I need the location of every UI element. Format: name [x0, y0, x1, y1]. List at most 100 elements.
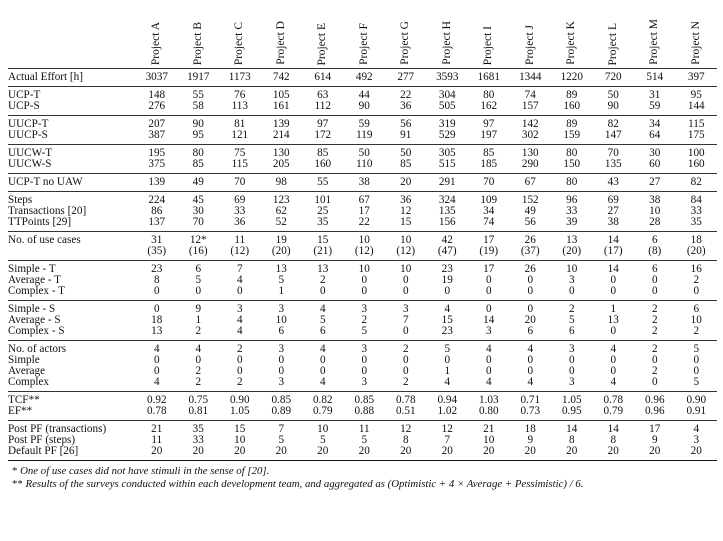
cell-value: 2 [361, 314, 368, 326]
cell-value: 0 [444, 354, 451, 366]
cell-value: 6 [260, 326, 302, 341]
cell-value: 15 [317, 234, 329, 246]
cell-value: 302 [509, 130, 551, 145]
project-name: Project H [440, 21, 453, 65]
cell-value: 0 [610, 274, 617, 286]
cell-value: 10 [358, 234, 370, 246]
project-name: Project D [274, 21, 287, 65]
cell-value: 74 [524, 89, 536, 101]
cell-value: 121 [219, 130, 261, 145]
table-row: Simple - T 23 6 7 13 13 10 10 23 17 26 10 14 6 16 [8, 261, 717, 276]
cell-value: 142 [521, 118, 539, 130]
cell-value: 6 [651, 234, 658, 246]
cell-value: 20 [343, 446, 385, 461]
cell-value: 69 [234, 194, 246, 206]
cell-value: 0 [485, 354, 492, 366]
cell-value: 35 [675, 217, 717, 232]
cell-value: 20 [219, 446, 261, 461]
cell-value: 0 [153, 303, 160, 315]
cell-value: 1 [610, 303, 617, 315]
cell-value: 3 [402, 303, 409, 315]
cell-value: 98 [260, 173, 302, 192]
cell-value: (12) [385, 246, 427, 261]
table-row: UUCP-S 387 95 121 214 172 119 91 529 197 302 159 147… [8, 130, 717, 145]
table-row: UCP-T 148 55 76 105 63 44 22 304 80 74 89 50 31 95 [8, 87, 717, 102]
column-header: Project A [136, 6, 178, 69]
cell-value: 19 [275, 234, 287, 246]
cell-value: 0 [509, 286, 551, 301]
cell-value: 0.94 [437, 394, 458, 406]
cell-value: 207 [148, 118, 166, 130]
cell-value: 6 [693, 303, 700, 315]
footnotes: * One of use cases did not have stimuli … [8, 465, 717, 491]
cell-value: 39 [551, 217, 593, 232]
cell-value: 14 [607, 423, 619, 435]
cell-value: (21) [302, 246, 344, 261]
cell-value: 1220 [551, 68, 593, 87]
column-header: Project D [260, 6, 302, 69]
cell-value: 0 [610, 365, 617, 377]
cell-value: 89 [566, 89, 578, 101]
column-header: Project I [468, 6, 510, 69]
cell-value: 1 [444, 365, 451, 377]
footnote-mark: * [12, 465, 18, 477]
cell-value: 7 [402, 314, 409, 326]
cell-value: 10 [275, 314, 287, 326]
cell-value: 27 [634, 173, 676, 192]
cell-value: 0 [468, 286, 510, 301]
project-name: Project G [399, 21, 412, 65]
cell-value: 12 [400, 205, 412, 217]
cell-value: 80 [192, 147, 204, 159]
row-label: UUCW-S [8, 159, 136, 174]
row-label: Actual Effort [h] [8, 68, 136, 87]
cell-value: 62 [275, 205, 287, 217]
row-label: UCP-T no UAW [8, 173, 136, 192]
cell-value: 10 [400, 234, 412, 246]
cell-value: 20 [468, 446, 510, 461]
cell-value: 10 [649, 205, 661, 217]
header-corner [8, 6, 136, 69]
cell-value: 91 [385, 130, 427, 145]
cell-value: 0.51 [385, 406, 427, 421]
cell-value: 276 [136, 101, 178, 116]
cell-value: 85 [483, 147, 495, 159]
cell-value: 137 [136, 217, 178, 232]
cell-value: 27 [607, 205, 619, 217]
cell-value: 8 [153, 274, 160, 286]
row-label: Steps [8, 194, 33, 206]
cell-value: 1.02 [426, 406, 468, 421]
cell-value: 0 [568, 365, 575, 377]
cell-value: 4 [444, 303, 451, 315]
cell-value: 82 [675, 173, 717, 192]
cell-value: 0.71 [520, 394, 541, 406]
cell-value: 185 [468, 159, 510, 174]
cell-value: 3 [278, 303, 285, 315]
cell-value: 20 [177, 446, 219, 461]
cell-value: 514 [634, 68, 676, 87]
row-label: Transactions [20] [8, 205, 87, 217]
cell-value: 70 [219, 173, 261, 192]
cell-value: 0 [302, 286, 344, 301]
cell-value: 16 [690, 263, 702, 275]
cell-value: 84 [690, 194, 702, 206]
cell-value: 4 [195, 343, 202, 355]
cell-value: 101 [314, 194, 332, 206]
cell-value: 0 [236, 365, 243, 377]
cell-value: 7 [444, 434, 451, 446]
cell-value: 1.05 [219, 406, 261, 421]
table-row: EF** 0.78 0.81 1.05 0.89 0.79 0.88 0.51 1.02 0.80… [8, 406, 717, 421]
cell-value: 0.78 [395, 394, 416, 406]
cell-value: 492 [343, 68, 385, 87]
cell-value: 2 [385, 377, 427, 392]
table-row: Default PF [26] 20 20 20 20 20 20 20 20 20 20 20 20 2… [8, 446, 717, 461]
cell-value: 31 [649, 89, 661, 101]
project-name: Project N [689, 21, 702, 65]
cell-value: 5 [278, 434, 285, 446]
cell-value: 0 [385, 326, 427, 341]
cell-value: 34 [483, 205, 495, 217]
project-name: Project E [316, 22, 329, 65]
cell-value: 157 [509, 101, 551, 116]
cell-value: 0.79 [302, 406, 344, 421]
row-label: UUCP-T [8, 118, 49, 130]
